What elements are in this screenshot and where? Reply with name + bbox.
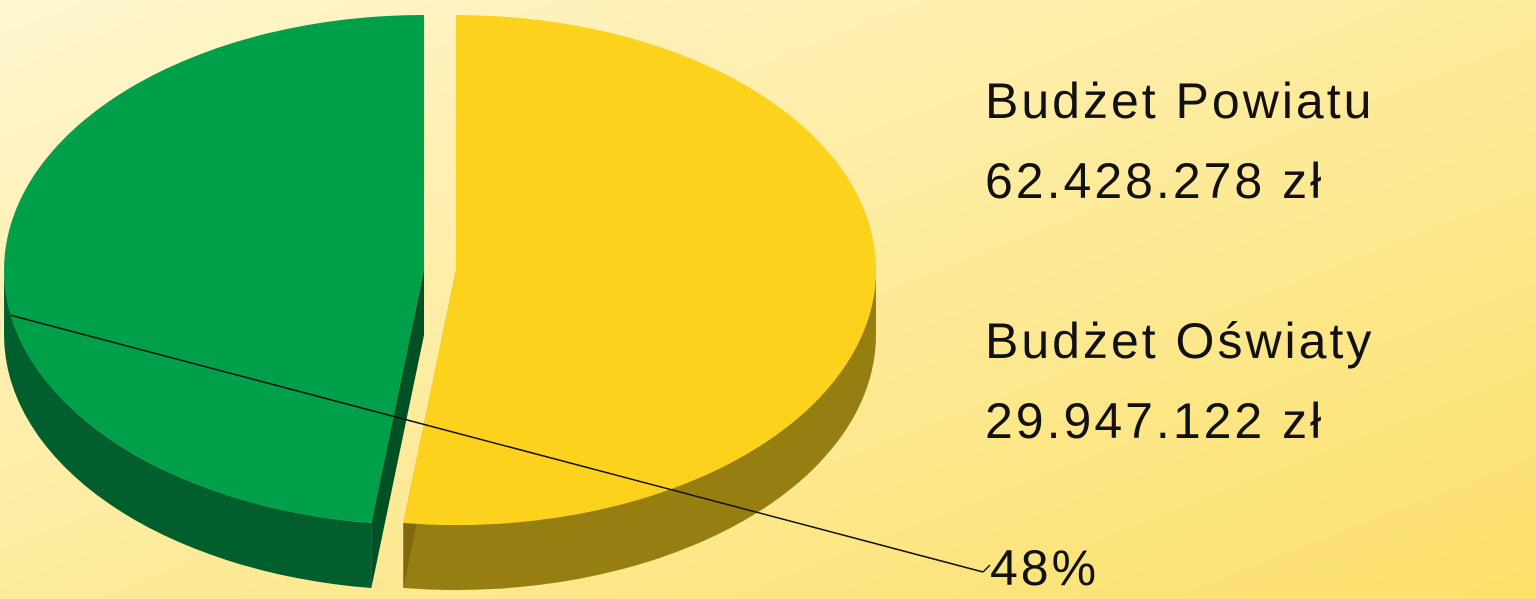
slice-cut: [371, 270, 425, 588]
data-label: 48%: [990, 540, 1099, 596]
slice-side: [4, 270, 372, 588]
slice: [403, 15, 876, 525]
leader-line: [10, 314, 984, 573]
annotation: 62.428.278 zł: [985, 153, 1324, 209]
annotation: 29.947.122 zł: [985, 393, 1324, 449]
annotation: Budżet Oświaty: [985, 313, 1374, 369]
slice-side: [403, 270, 876, 590]
leader-line: [982, 564, 991, 573]
annotation: Budżet Powiatu: [985, 73, 1374, 129]
